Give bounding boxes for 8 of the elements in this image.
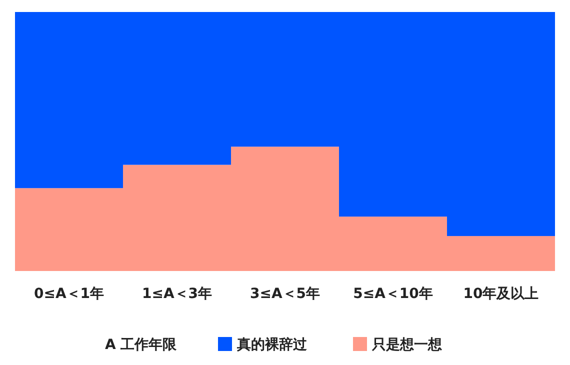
x-tick-label: 1≤A＜3年	[142, 286, 212, 302]
x-tick-label: 10年及以上	[463, 286, 539, 302]
x-tick-label: 3≤A＜5年	[250, 286, 320, 302]
x-tick-label: 0≤A＜1年	[34, 286, 104, 302]
legend-label: 真的裸辞过	[236, 336, 308, 353]
legend-title: A 工作年限	[105, 337, 178, 353]
legend-label: 只是想一想	[371, 337, 443, 353]
x-tick-label: 5≤A＜10年	[353, 286, 433, 302]
